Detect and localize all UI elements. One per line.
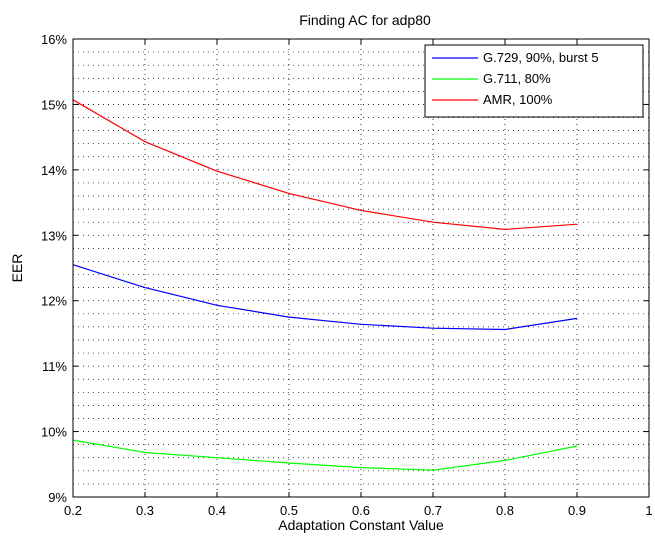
chart-title: Finding AC for adp80 <box>299 12 431 28</box>
grid-lines <box>73 39 649 497</box>
y-tick-label: 15% <box>41 97 67 112</box>
y-tick-label: 11% <box>42 359 67 374</box>
x-tick-label: 0.9 <box>568 503 586 518</box>
series-line-2 <box>72 99 578 231</box>
y-tick-label: 10% <box>41 425 67 440</box>
x-tick-label: 0.3 <box>136 503 154 518</box>
x-axis-title: Adaptation Constant Value <box>278 517 444 533</box>
x-tick-label: 0.6 <box>352 503 370 518</box>
y-tick-label: 16% <box>41 32 67 47</box>
series-lines <box>72 99 578 471</box>
x-tick-label: 0.2 <box>64 503 82 518</box>
x-tick-label: 0.7 <box>424 503 442 518</box>
y-tick-label: 9% <box>48 490 67 505</box>
legend-label: G.729, 90%, burst 5 <box>483 50 599 65</box>
y-tick-label: 13% <box>41 228 67 243</box>
legend-label: AMR, 100% <box>483 92 553 107</box>
legend-box <box>424 44 644 118</box>
legend-label: G.711, 80% <box>483 71 551 86</box>
axis-ticks: 0.2 0.3 0.4 0.5 0.6 0.7 0.8 0.9 1 9% 10% 11% 12% 13% 1… <box>41 32 653 518</box>
y-axis-title: EER <box>9 254 25 283</box>
series-line-1 <box>72 439 578 471</box>
x-tick-label: 0.8 <box>496 503 514 518</box>
x-tick-label: 0.5 <box>280 503 298 518</box>
x-tick-label: 0.4 <box>208 503 226 518</box>
y-tick-label: 12% <box>41 294 67 309</box>
series-line-0 <box>72 264 578 331</box>
legend: G.729, 90%, burst 5 G.711, 80% AMR, 100% <box>424 44 644 118</box>
x-tick-label: 1 <box>645 503 652 518</box>
y-tick-label: 14% <box>41 163 67 178</box>
